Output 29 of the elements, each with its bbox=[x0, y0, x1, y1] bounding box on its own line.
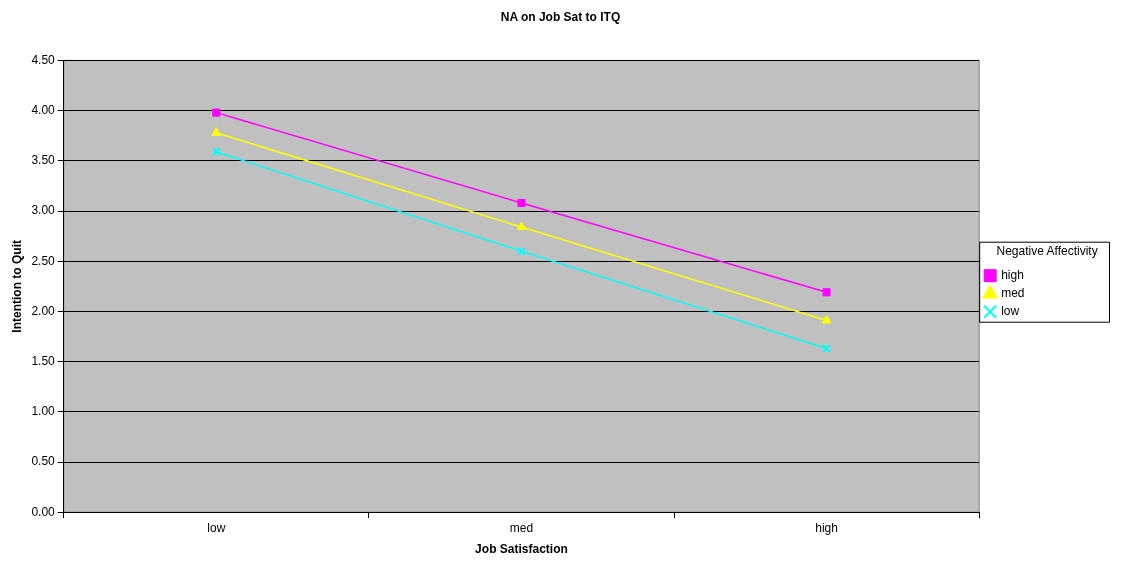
point bbox=[517, 198, 526, 207]
point bbox=[822, 344, 832, 354]
point bbox=[212, 108, 221, 117]
chart-title: NA on Job Sat to ITQ bbox=[500, 9, 621, 24]
legend-label: med bbox=[1001, 286, 1025, 301]
point bbox=[516, 246, 526, 256]
x-tick-label: high bbox=[815, 520, 838, 535]
legend-label: high bbox=[1001, 268, 1024, 283]
y-tick-label: 2.50 bbox=[31, 253, 56, 268]
y-tick-label: 0.50 bbox=[31, 454, 56, 469]
x-axis-title: Job Satisfaction bbox=[475, 542, 568, 557]
point bbox=[822, 288, 831, 297]
point bbox=[211, 127, 222, 136]
y-tick-label: 4.50 bbox=[31, 52, 56, 67]
y-tick-label: 2.00 bbox=[31, 303, 56, 318]
y-tick-label: 1.00 bbox=[31, 404, 56, 419]
legend-label: low bbox=[1001, 304, 1020, 319]
legend-title: Negative Affectivity bbox=[996, 243, 1098, 258]
point bbox=[821, 314, 832, 324]
y-tick-label: 0.00 bbox=[31, 504, 56, 519]
point bbox=[211, 147, 221, 157]
y-tick-label: 1.50 bbox=[31, 353, 56, 368]
point bbox=[516, 221, 527, 231]
x-tick-label: low bbox=[207, 520, 226, 535]
y-tick-label: 3.50 bbox=[31, 153, 56, 168]
x-tick-label: med bbox=[509, 520, 534, 535]
y-axis-title: Intention to Quit bbox=[9, 239, 24, 333]
y-tick-label: 3.00 bbox=[31, 203, 56, 218]
y-tick-label: 4.00 bbox=[31, 102, 56, 117]
